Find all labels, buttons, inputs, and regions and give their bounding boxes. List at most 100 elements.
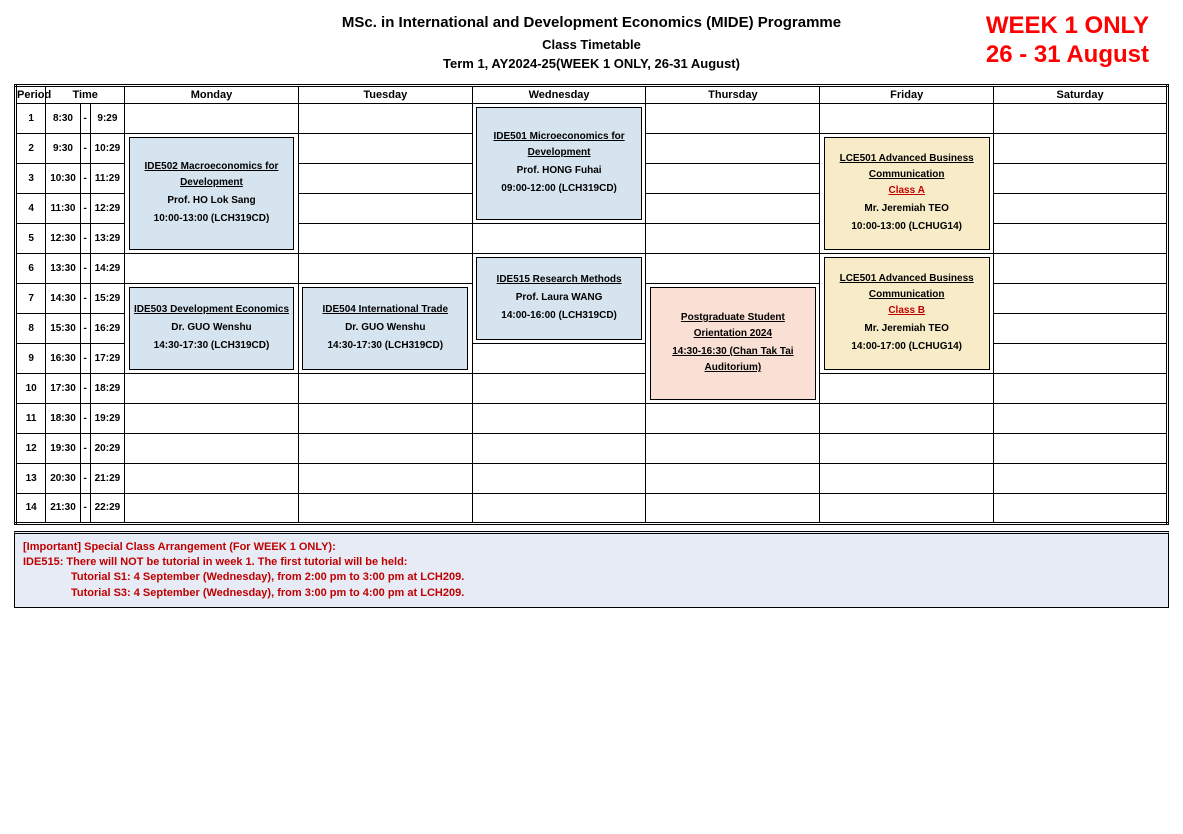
course-time: 14:00-17:00 (LCHUG14) [851, 339, 962, 355]
course-instructor: Prof. HONG Fuhai [517, 163, 602, 179]
period-dash: - [80, 373, 90, 403]
course-box-wed-ide515: IDE515 Research MethodsProf. Laura WANG1… [476, 257, 642, 340]
empty-cell [820, 403, 994, 433]
period-start: 10:30 [46, 163, 80, 193]
period-dash: - [80, 493, 90, 523]
period-end: 14:29 [90, 253, 124, 283]
period-end: 19:29 [90, 403, 124, 433]
period-number: 5 [16, 223, 46, 253]
period-dash: - [80, 193, 90, 223]
period-number: 12 [16, 433, 46, 463]
period-number: 10 [16, 373, 46, 403]
page-header: MSc. in International and Development Ec… [14, 12, 1169, 74]
col-period: Period [16, 85, 46, 103]
empty-cell [994, 193, 1168, 223]
empty-cell [646, 433, 820, 463]
col-fri: Friday [820, 85, 994, 103]
period-end: 9:29 [90, 103, 124, 133]
period-number: 4 [16, 193, 46, 223]
course-box-fri-lce501a: LCE501 Advanced Business CommunicationCl… [824, 137, 990, 250]
period-end: 15:29 [90, 283, 124, 313]
period-number: 8 [16, 313, 46, 343]
period-start: 18:30 [46, 403, 80, 433]
empty-cell [298, 253, 472, 283]
empty-cell [994, 373, 1168, 403]
course-title: IDE501 Microeconomics for Development [481, 129, 637, 161]
empty-cell [994, 463, 1168, 493]
period-dash: - [80, 133, 90, 163]
empty-cell [646, 193, 820, 223]
period-start: 14:30 [46, 283, 80, 313]
period-number: 6 [16, 253, 46, 283]
period-end: 18:29 [90, 373, 124, 403]
col-thu: Thursday [646, 85, 820, 103]
notice-line3: Tutorial S1: 4 September (Wednesday), fr… [23, 570, 1160, 585]
empty-cell [646, 103, 820, 133]
period-number: 7 [16, 283, 46, 313]
period-dash: - [80, 223, 90, 253]
empty-cell [994, 343, 1168, 373]
notice-line2: IDE515: There will NOT be tutorial in we… [23, 555, 1160, 570]
empty-cell [472, 403, 646, 433]
timetable: Period Time Monday Tuesday Wednesday Thu… [14, 84, 1169, 525]
empty-cell [820, 373, 994, 403]
empty-cell [994, 163, 1168, 193]
empty-cell [125, 463, 299, 493]
empty-cell [646, 493, 820, 523]
empty-cell [298, 163, 472, 193]
empty-cell [125, 103, 299, 133]
course-instructor: Mr. Jeremiah TEO [864, 321, 948, 337]
period-dash: - [80, 103, 90, 133]
period-row: 613:30-14:29IDE515 Research MethodsProf.… [16, 253, 1168, 283]
empty-cell [472, 343, 646, 373]
course-cell: IDE501 Microeconomics for Development Pro… [472, 103, 646, 223]
course-title: LCE501 Advanced Business Communication [829, 271, 985, 303]
course-instructor: Prof. HO Lok Sang [167, 193, 255, 209]
period-start: 8:30 [46, 103, 80, 133]
course-class-label: Class A [889, 183, 925, 199]
empty-cell [646, 253, 820, 283]
empty-cell [125, 403, 299, 433]
course-instructor: Prof. Laura WANG [516, 290, 603, 306]
period-number: 3 [16, 163, 46, 193]
period-end: 16:29 [90, 313, 124, 343]
period-dash: - [80, 313, 90, 343]
empty-cell [298, 373, 472, 403]
notice-line4: Tutorial S3: 4 September (Wednesday), fr… [23, 586, 1160, 601]
period-number: 9 [16, 343, 46, 373]
empty-cell [994, 433, 1168, 463]
period-end: 17:29 [90, 343, 124, 373]
course-cell: IDE515 Research MethodsProf. Laura WANG1… [472, 253, 646, 343]
empty-cell [994, 103, 1168, 133]
period-start: 19:30 [46, 433, 80, 463]
empty-cell [994, 223, 1168, 253]
empty-cell [472, 223, 646, 253]
empty-cell [298, 133, 472, 163]
course-box-wed-ide501: IDE501 Microeconomics for Development Pro… [476, 107, 642, 220]
empty-cell [125, 493, 299, 523]
course-cell: LCE501 Advanced Business CommunicationCl… [820, 253, 994, 373]
period-number: 13 [16, 463, 46, 493]
period-row: 1320:30-21:29 [16, 463, 1168, 493]
period-end: 11:29 [90, 163, 124, 193]
course-title: LCE501 Advanced Business Communication [829, 151, 985, 183]
period-start: 20:30 [46, 463, 80, 493]
period-dash: - [80, 463, 90, 493]
empty-cell [820, 493, 994, 523]
empty-cell [646, 223, 820, 253]
header-row: Period Time Monday Tuesday Wednesday Thu… [16, 85, 1168, 103]
empty-cell [646, 163, 820, 193]
course-title: IDE503 Development Economics [134, 302, 289, 318]
course-title: Postgraduate Student Orientation 2024 [655, 310, 811, 342]
course-time: 14:30-17:30 (LCH319CD) [327, 338, 443, 354]
period-end: 21:29 [90, 463, 124, 493]
period-start: 12:30 [46, 223, 80, 253]
period-dash: - [80, 403, 90, 433]
empty-cell [298, 463, 472, 493]
course-time: 14:00-16:00 (LCH319CD) [501, 308, 617, 324]
period-dash: - [80, 283, 90, 313]
empty-cell [646, 463, 820, 493]
col-time: Time [46, 85, 125, 103]
course-title: IDE504 International Trade [322, 302, 448, 318]
course-instructor: Dr. GUO Wenshu [345, 320, 425, 336]
